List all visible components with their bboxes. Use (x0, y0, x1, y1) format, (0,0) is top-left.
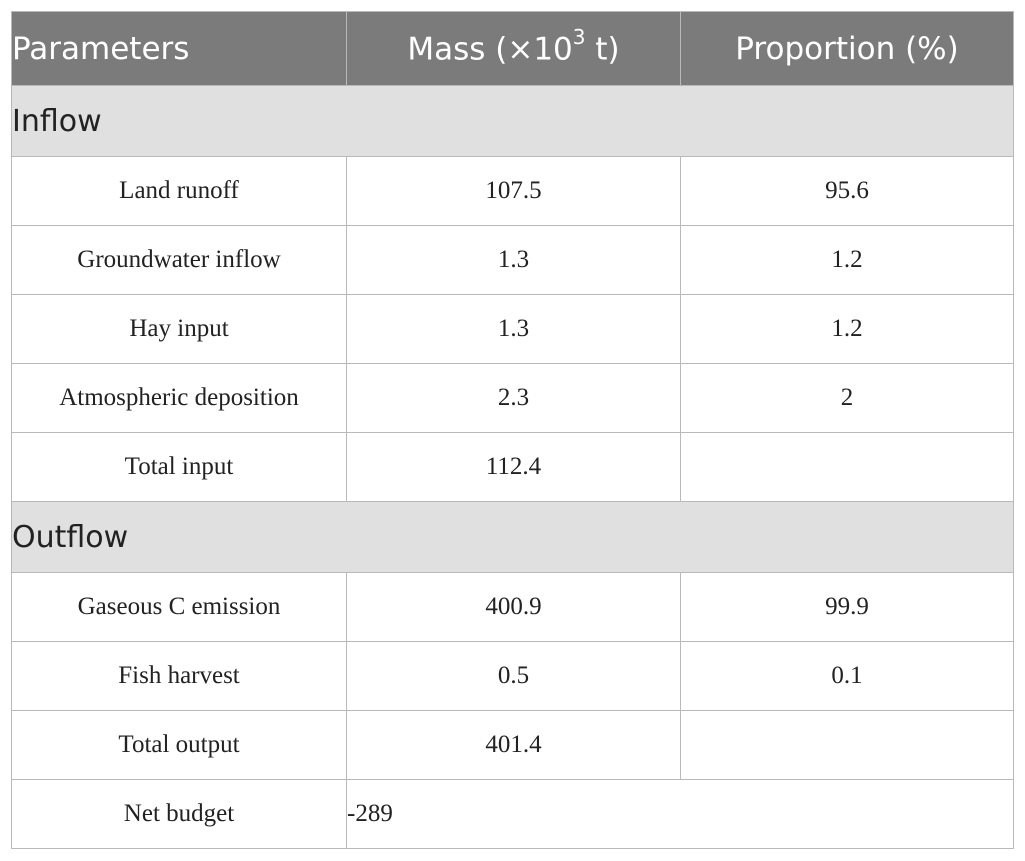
parameter-cell: Atmospheric deposition (11, 363, 347, 433)
table-row: Hay input 1.3 1.2 (11, 294, 1014, 364)
table-row: Fish harvest 0.5 0.1 (11, 641, 1014, 711)
table-row: Total input 112.4 (11, 432, 1014, 502)
section-row-inflow: Inflow (11, 85, 1014, 157)
proportion-cell: 95.6 (680, 156, 1014, 226)
net-budget-value: -289 (346, 779, 1014, 849)
table-row: Atmospheric deposition 2.3 2 (11, 363, 1014, 433)
header-row: Parameters Mass (×103 t) Proportion (%) (11, 11, 1014, 86)
section-label: Inflow (11, 85, 1014, 157)
proportion-cell: 99.9 (680, 572, 1014, 642)
carbon-budget-table: Parameters Mass (×103 t) Proportion (%) … (11, 11, 1014, 849)
parameter-cell: Hay input (11, 294, 347, 364)
mass-cell: 2.3 (346, 363, 681, 433)
mass-cell: 112.4 (346, 432, 681, 502)
table-row: Land runoff 107.5 95.6 (11, 156, 1014, 226)
header-proportion: Proportion (%) (680, 11, 1014, 86)
parameter-cell: Net budget (11, 779, 347, 849)
parameter-cell: Fish harvest (11, 641, 347, 711)
header-mass-suffix: t) (585, 31, 620, 68)
table-row: Total output 401.4 (11, 710, 1014, 780)
section-label: Outflow (11, 501, 1014, 573)
header-mass: Mass (×103 t) (346, 11, 681, 86)
table-row: Gaseous C emission 400.9 99.9 (11, 572, 1014, 642)
proportion-cell (680, 432, 1014, 502)
mass-cell: 1.3 (346, 225, 681, 295)
mass-cell: 107.5 (346, 156, 681, 226)
mass-cell: 401.4 (346, 710, 681, 780)
proportion-cell: 0.1 (680, 641, 1014, 711)
parameter-cell: Total input (11, 432, 347, 502)
parameter-cell: Groundwater inflow (11, 225, 347, 295)
mass-cell: 0.5 (346, 641, 681, 711)
proportion-cell: 1.2 (680, 225, 1014, 295)
proportion-cell: 1.2 (680, 294, 1014, 364)
parameter-cell: Land runoff (11, 156, 347, 226)
parameter-cell: Total output (11, 710, 347, 780)
parameter-cell: Gaseous C emission (11, 572, 347, 642)
mass-cell: 1.3 (346, 294, 681, 364)
net-budget-row: Net budget -289 (11, 779, 1014, 849)
header-parameters: Parameters (11, 11, 347, 86)
header-mass-exponent: 3 (572, 25, 586, 50)
proportion-cell (680, 710, 1014, 780)
header-mass-prefix: Mass (×10 (407, 31, 573, 68)
table-row: Groundwater inflow 1.3 1.2 (11, 225, 1014, 295)
section-row-outflow: Outflow (11, 501, 1014, 573)
mass-cell: 400.9 (346, 572, 681, 642)
proportion-cell: 2 (680, 363, 1014, 433)
